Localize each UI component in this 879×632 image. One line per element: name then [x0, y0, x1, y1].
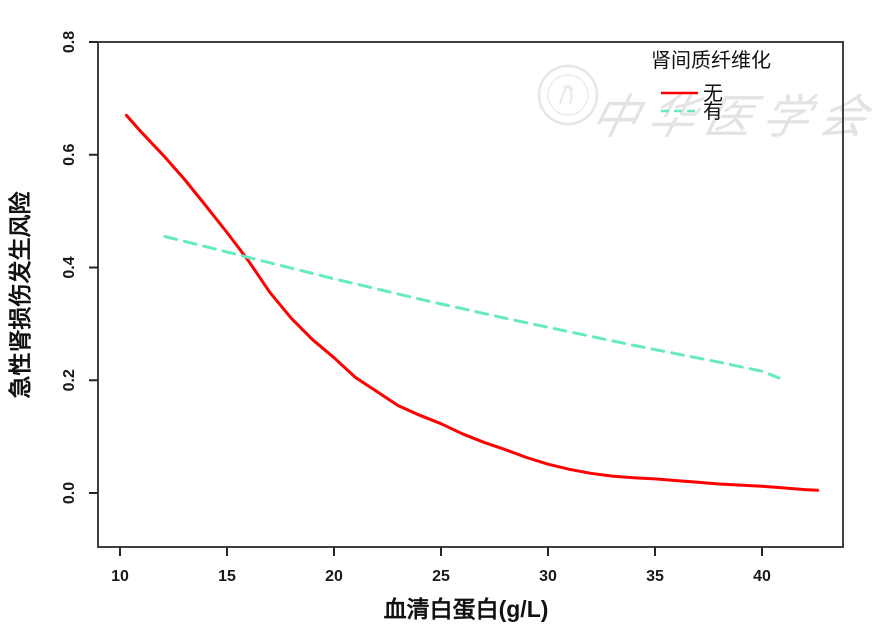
legend-label-none: 无	[703, 83, 723, 105]
series-line-1	[163, 235, 781, 380]
y-tick-label: 0.2	[61, 369, 78, 391]
watermark-seal-glyph-icon	[559, 84, 574, 105]
y-tick-label: 0.4	[61, 256, 78, 278]
legend: 肾间质纤维化 无 有	[651, 49, 771, 123]
y-tick-label: 0.0	[61, 482, 78, 504]
watermark-seal-inner-icon	[547, 74, 589, 116]
x-tick-label: 35	[646, 568, 664, 585]
watermark-text: 中华医学会	[585, 92, 879, 144]
y-tick-label: 0.6	[61, 144, 78, 166]
legend-title: 肾间质纤维化	[651, 49, 771, 72]
plot-box	[97, 41, 844, 548]
x-axis-label: 血清白蛋白(g/L)	[384, 596, 549, 622]
x-tick-label: 15	[218, 568, 236, 585]
watermark: 中华医学会	[537, 64, 879, 144]
watermark-seal-icon	[537, 64, 599, 126]
series-line-0	[124, 113, 820, 492]
x-tick-label: 40	[753, 568, 771, 585]
x-tick-label: 10	[111, 568, 129, 585]
y-axis-label: 急性肾损伤发生风险	[7, 191, 33, 399]
series-layer	[124, 113, 820, 492]
legend-label-yes: 有	[703, 100, 723, 123]
y-tick-label: 0.8	[61, 31, 78, 53]
x-tick-label: 30	[539, 568, 557, 585]
x-tick-label: 25	[432, 568, 450, 585]
x-tick-label: 20	[325, 568, 343, 585]
ticks-layer: 10 15 20 25 30 35 40 0.0 0.2 0.4 0.6 0.8	[61, 31, 771, 585]
